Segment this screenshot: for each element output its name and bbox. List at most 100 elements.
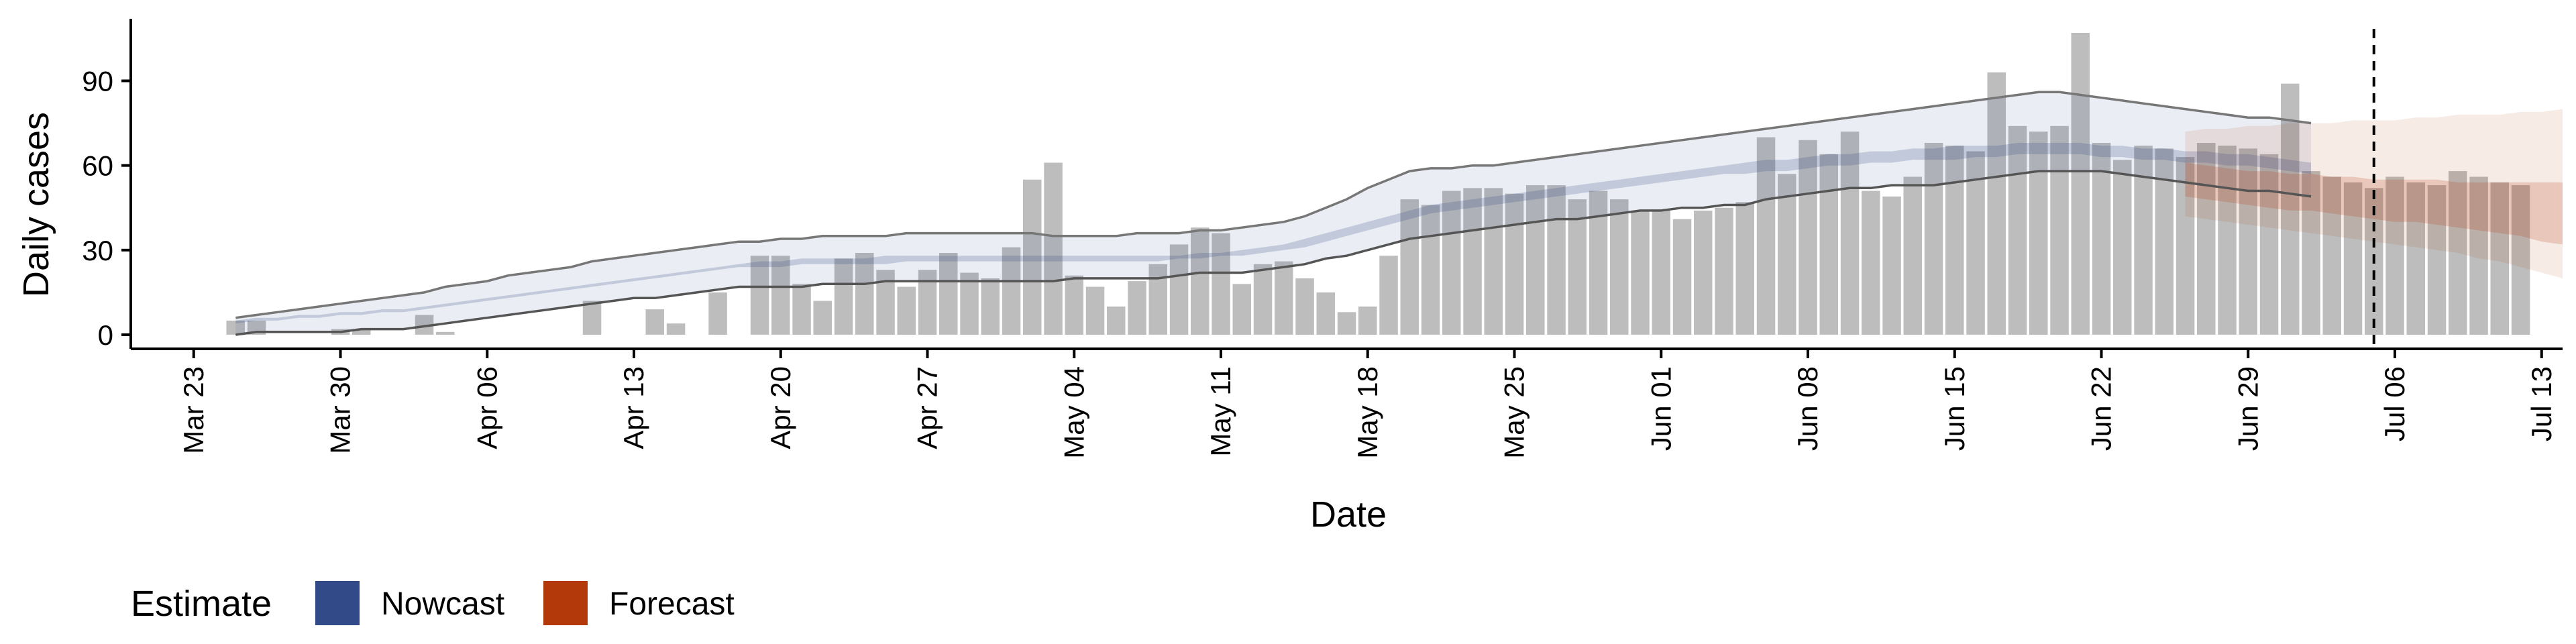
bar [1107,306,1126,335]
bar [645,309,664,335]
bar [1169,244,1189,335]
bar [1672,219,1692,335]
legend-title: Estimate [131,584,272,624]
bar [1463,188,1482,335]
bar [750,256,769,335]
bar [1735,202,1754,335]
bar [1505,193,1524,335]
y-axis-ticks: 0 30 60 90 [82,66,131,351]
y-axis-title: Daily cases [16,112,56,297]
bar [1862,191,1880,335]
bar [1924,143,1943,335]
bar [2469,176,2488,335]
bar [1631,210,1650,335]
bar [2449,171,2467,335]
x-tick-label: Jun 01 [1645,366,1676,451]
x-tick-label: Apr 27 [912,366,943,449]
bar [1778,174,1796,335]
bar [1253,264,1273,335]
legend-swatch-nowcast [315,581,360,625]
bar [2176,157,2195,335]
y-tick-label: 90 [82,66,113,97]
y-tick-label: 60 [82,150,113,182]
bar [1295,278,1314,335]
x-tick-label: Apr 06 [471,366,502,449]
bar [666,323,686,335]
x-tick-label: Jun 08 [1792,366,1823,451]
bar [1526,185,1545,335]
bar [813,301,832,335]
bar [1568,199,1587,335]
bar [1882,196,1901,335]
bar [1191,227,1210,335]
x-tick-label: May 11 [1205,366,1236,457]
x-tick-label: May 04 [1058,366,1089,459]
bar [2218,146,2237,335]
x-tick-label: May 18 [1352,366,1383,459]
x-tick-label: Jun 22 [2086,366,2117,451]
x-tick-label: Mar 23 [178,366,209,454]
bar [1400,199,1419,335]
bar [981,278,1000,335]
bar [1044,162,1063,335]
bar [2113,160,2132,335]
bar [1128,281,1146,335]
bar [2385,176,2404,335]
y-tick-label: 30 [82,235,113,266]
bar [1715,207,1733,335]
bar [1756,137,1776,335]
bar [2281,83,2300,335]
bar [1023,179,1042,335]
y-tick-label: 0 [98,319,113,351]
bar [1232,284,1251,335]
bar [226,320,245,335]
bar [2511,185,2530,335]
bands-layer [235,92,2563,335]
legend-label-forecast: Forecast [609,586,735,622]
nowcast-lower-line [235,170,2312,336]
bar [1002,247,1021,335]
legend-label-nowcast: Nowcast [381,586,504,622]
bar [1085,286,1105,335]
x-tick-label: Mar 30 [325,366,356,454]
bar [436,331,455,335]
bar [1987,72,2006,335]
bar [582,301,602,335]
x-axis-title: Date [1310,494,1387,535]
bar [1652,210,1670,335]
bar [2343,182,2363,335]
bar [897,286,916,335]
bar [1421,205,1440,335]
bar [1819,154,1838,335]
nowcast-outer-band [235,92,2311,335]
bar [1840,131,1860,335]
bar [1945,146,1964,335]
bar [855,253,874,335]
bar [1212,233,1230,335]
x-tick-label: May 25 [1499,366,1530,459]
x-tick-label: Apr 20 [765,366,796,449]
bar [960,272,979,335]
bar [2029,131,2048,335]
bar [2239,148,2257,335]
x-tick-label: Jul 06 [2379,366,2410,441]
bar [2008,125,2027,335]
bar [1547,185,1566,335]
x-tick-label: Apr 13 [618,366,649,449]
bar [1799,140,1817,335]
bar [1379,256,1398,335]
bar [834,258,853,335]
x-tick-label: Jun 15 [1939,366,1970,451]
bar [2490,182,2509,335]
legend-swatch-forecast [543,581,588,625]
bar [1148,264,1167,335]
bar [1484,188,1503,335]
x-tick-label: Jun 29 [2232,366,2263,451]
forecast-inner-band [2185,162,2563,245]
bar [1358,306,1377,335]
bar [2427,185,2447,335]
bar [352,329,371,335]
lines-layer [235,91,2312,336]
bar [1065,275,1083,335]
